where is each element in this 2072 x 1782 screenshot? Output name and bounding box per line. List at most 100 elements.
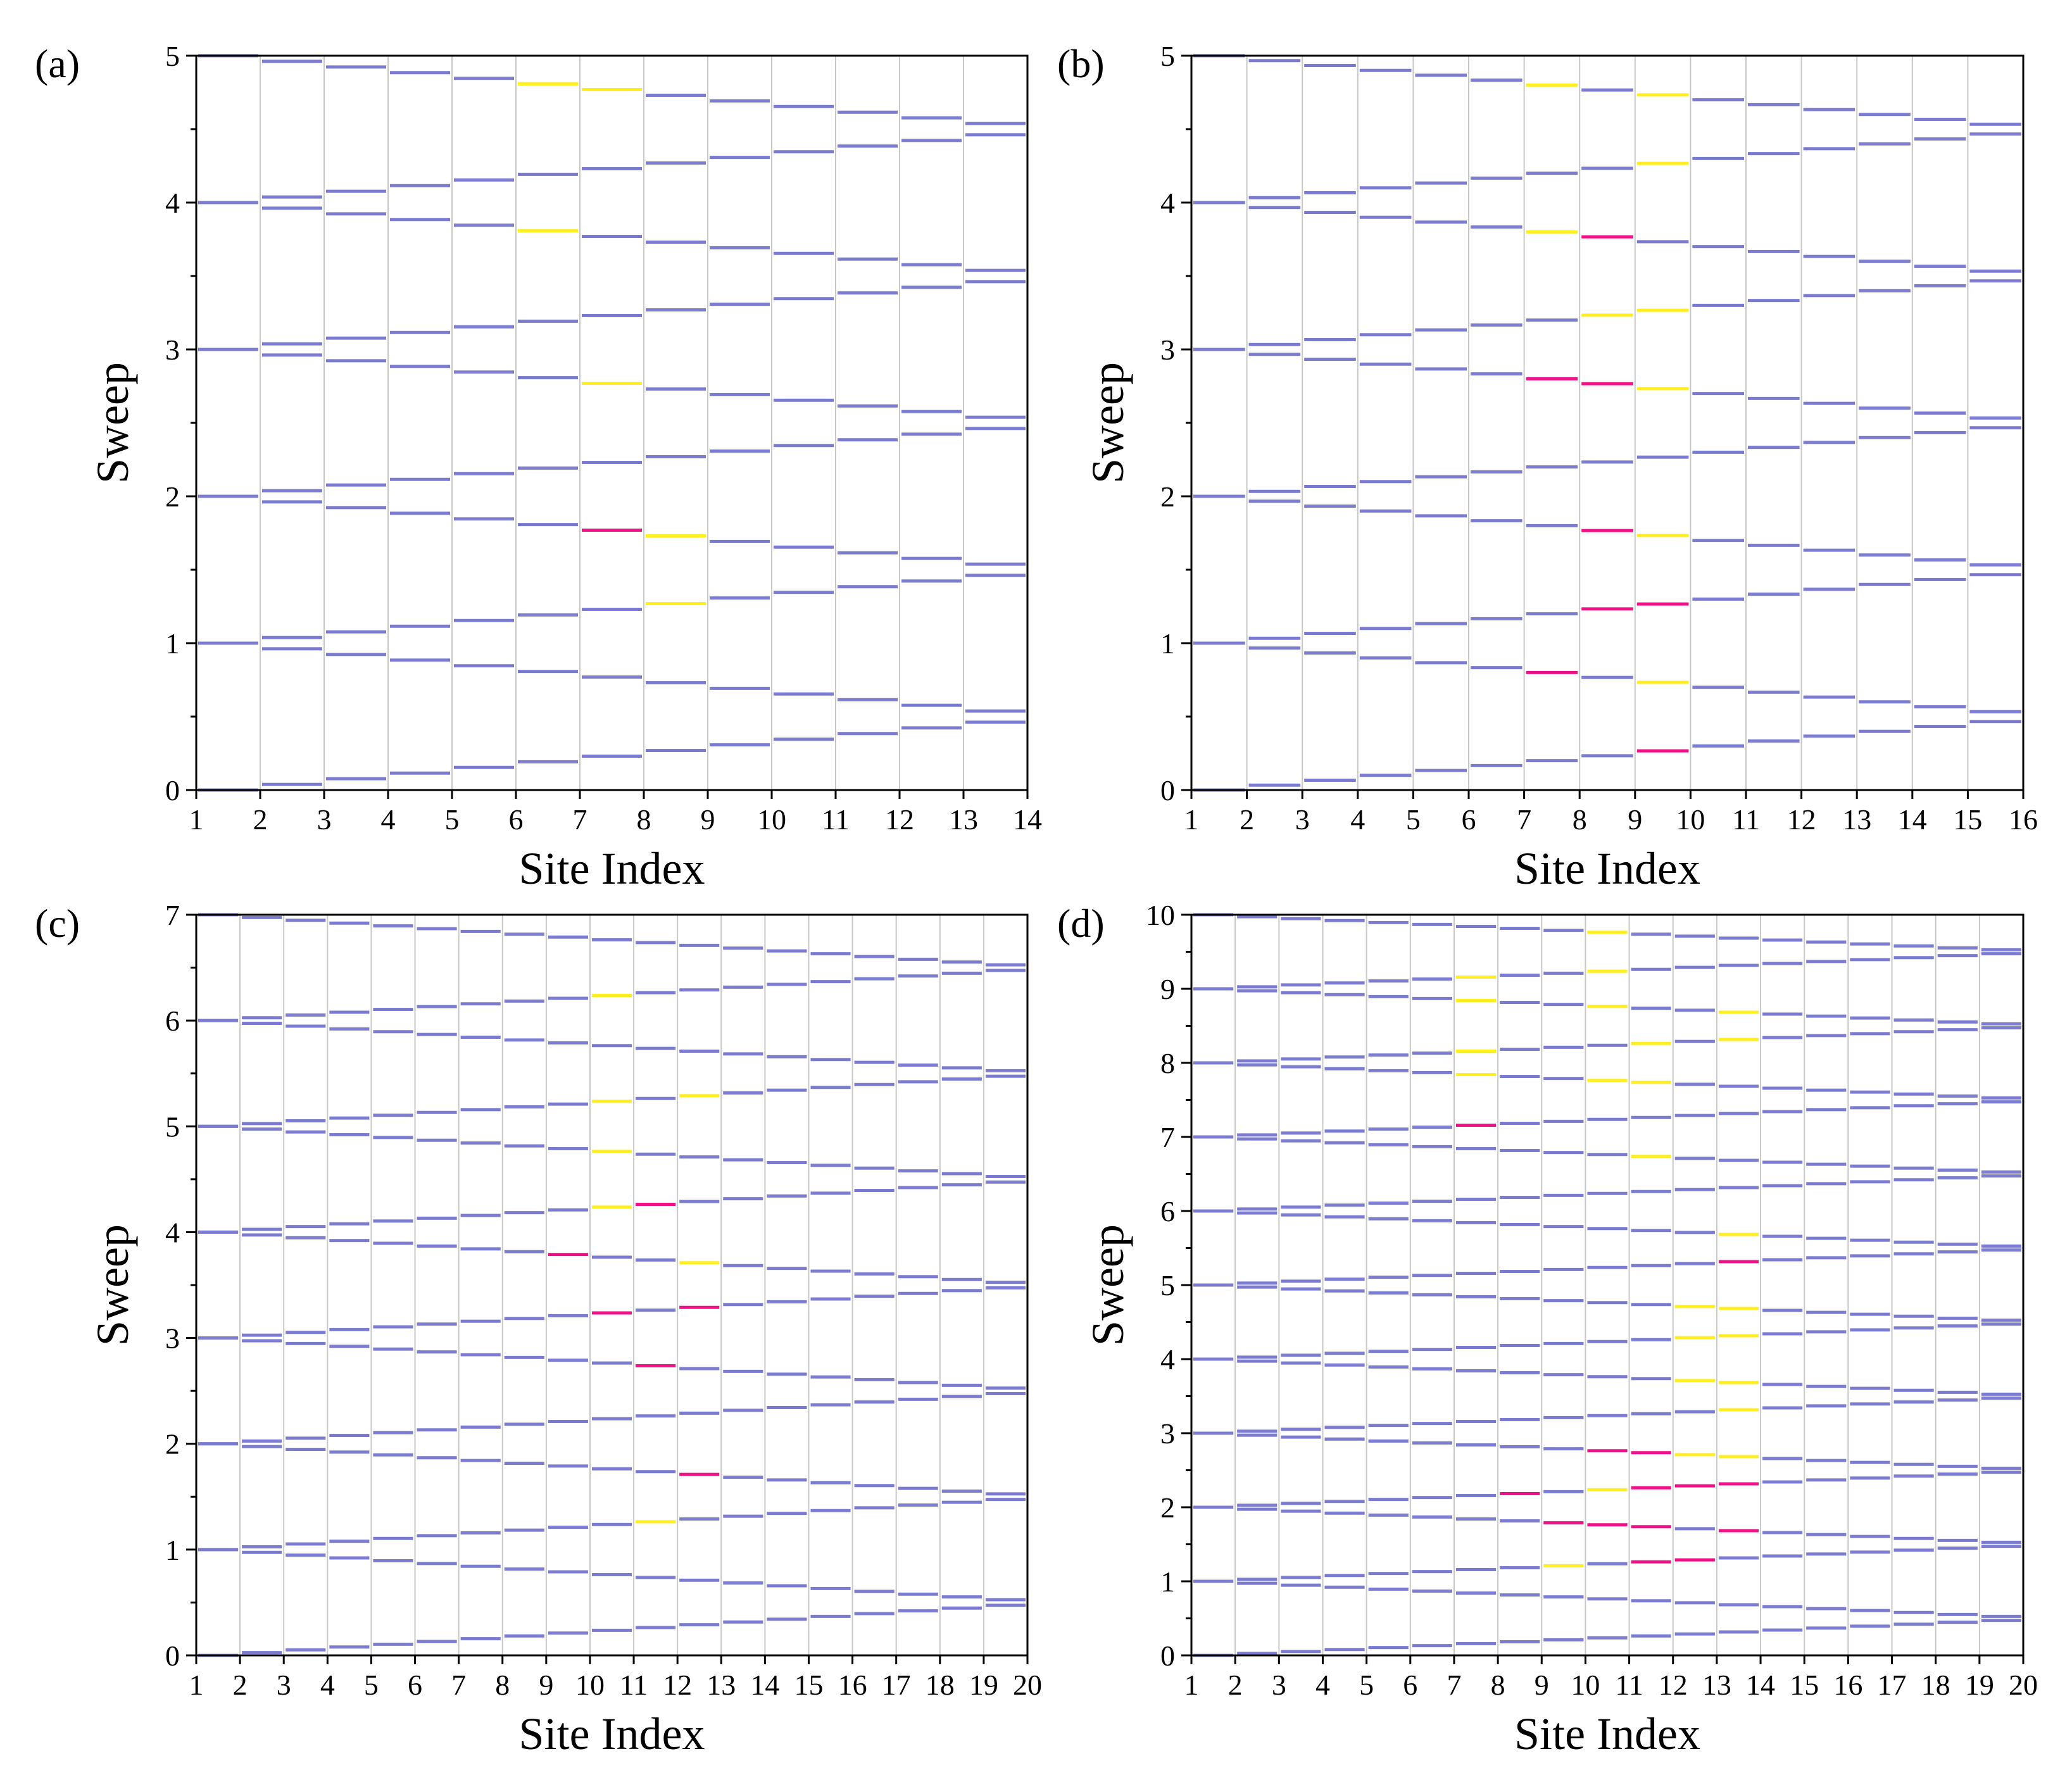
panel-label: (b)	[1057, 41, 1105, 86]
x-tick-label: 1	[189, 1669, 204, 1701]
x-tick-label: 4	[1315, 1669, 1330, 1701]
y-tick-label: 3	[1160, 1417, 1175, 1450]
x-tick-label: 18	[926, 1669, 955, 1701]
x-tick-label: 10	[575, 1669, 605, 1701]
y-axis-label: Sweep	[87, 362, 138, 484]
x-tick-label: 1	[1184, 1669, 1199, 1701]
x-tick-label: 2	[253, 803, 268, 836]
y-tick-label: 7	[165, 899, 180, 931]
x-tick-label: 19	[969, 1669, 998, 1701]
x-tick-label: 3	[317, 803, 332, 836]
x-tick-label: 11	[620, 1669, 648, 1701]
y-tick-label: 1	[1160, 1566, 1175, 1598]
y-tick-label: 9	[1160, 973, 1175, 1005]
y-tick-label: 0	[165, 1640, 180, 1672]
y-tick-label: 5	[165, 40, 180, 72]
x-tick-label: 19	[1965, 1669, 1994, 1701]
x-tick-label: 18	[1921, 1669, 1950, 1701]
x-tick-label: 2	[233, 1669, 248, 1701]
x-tick-label: 15	[1953, 803, 1982, 836]
x-tick-label: 9	[1628, 803, 1642, 836]
y-tick-label: 8	[1160, 1047, 1175, 1079]
y-tick-label: 4	[1160, 187, 1175, 219]
y-tick-label: 0	[165, 774, 180, 806]
x-tick-label: 20	[1013, 1669, 1042, 1701]
x-tick-label: 6	[408, 1669, 422, 1701]
panel-label: (d)	[1057, 901, 1105, 946]
x-tick-label: 6	[1403, 1669, 1417, 1701]
y-tick-label: 3	[1160, 334, 1175, 366]
x-tick-label: 10	[1571, 1669, 1600, 1701]
x-tick-label: 15	[794, 1669, 823, 1701]
x-tick-label: 8	[495, 1669, 510, 1701]
x-tick-label: 2	[1240, 803, 1254, 836]
y-tick-label: 5	[1160, 40, 1175, 72]
y-tick-label: 2	[1160, 480, 1175, 513]
panel-label: (a)	[35, 41, 80, 86]
x-tick-label: 5	[364, 1669, 379, 1701]
x-tick-label: 7	[451, 1669, 466, 1701]
x-tick-label: 8	[1491, 1669, 1505, 1701]
x-tick-label: 11	[1732, 803, 1760, 836]
x-tick-label: 6	[509, 803, 524, 836]
y-axis-label: Sweep	[1083, 362, 1133, 484]
x-tick-label: 4	[320, 1669, 335, 1701]
x-tick-label: 20	[2009, 1669, 2038, 1701]
x-tick-label: 1	[189, 803, 204, 836]
x-tick-label: 12	[1659, 1669, 1688, 1701]
plot-frame	[195, 54, 1029, 791]
x-tick-label: 13	[1702, 1669, 1731, 1701]
x-tick-label: 16	[838, 1669, 867, 1701]
x-tick-label: 1	[1184, 803, 1199, 836]
x-tick-label: 4	[1350, 803, 1365, 836]
y-tick-label: 2	[165, 480, 180, 513]
y-tick-label: 2	[1160, 1491, 1175, 1524]
x-tick-label: 17	[882, 1669, 911, 1701]
y-tick-label: 5	[165, 1110, 180, 1143]
x-tick-label: 9	[1535, 1669, 1549, 1701]
y-tick-label: 1	[165, 627, 180, 660]
x-tick-label: 2	[1228, 1669, 1243, 1701]
x-axis-label: Site Index	[519, 1709, 705, 1759]
y-tick-label: 4	[1160, 1343, 1175, 1376]
x-tick-label: 16	[2009, 803, 2038, 836]
x-tick-label: 9	[539, 1669, 553, 1701]
y-tick-label: 0	[1160, 774, 1175, 806]
x-tick-label: 14	[1746, 1669, 1775, 1701]
y-tick-label: 4	[165, 1216, 180, 1248]
y-tick-label: 6	[165, 1005, 180, 1037]
x-tick-label: 7	[1517, 803, 1531, 836]
y-tick-label: 10	[1146, 899, 1175, 931]
x-axis-label: Site Index	[1514, 843, 1700, 894]
x-tick-label: 7	[573, 803, 587, 836]
y-tick-label: 6	[1160, 1195, 1175, 1227]
x-tick-label: 17	[1878, 1669, 1907, 1701]
x-tick-label: 3	[277, 1669, 291, 1701]
y-tick-label: 1	[1160, 627, 1175, 660]
y-tick-label: 0	[1160, 1640, 1175, 1672]
x-tick-label: 16	[1833, 1669, 1862, 1701]
x-tick-label: 12	[1787, 803, 1816, 836]
x-tick-label: 14	[750, 1669, 779, 1701]
y-axis-label: Sweep	[87, 1224, 138, 1346]
x-axis-label: Site Index	[1514, 1709, 1700, 1759]
x-tick-label: 13	[706, 1669, 736, 1701]
y-tick-label: 2	[165, 1428, 180, 1460]
x-tick-label: 5	[1359, 1669, 1374, 1701]
panel-label: (c)	[35, 901, 80, 946]
y-axis-label: Sweep	[1083, 1224, 1133, 1346]
y-tick-label: 7	[1160, 1121, 1175, 1153]
plot-frame	[1190, 913, 2025, 1657]
y-tick-label: 1	[165, 1534, 180, 1566]
x-tick-label: 8	[637, 803, 651, 836]
x-tick-label: 4	[381, 803, 396, 836]
x-tick-label: 10	[1676, 803, 1705, 836]
x-tick-label: 5	[1406, 803, 1421, 836]
y-tick-label: 3	[165, 334, 180, 366]
plot-frame	[1190, 54, 2025, 791]
x-tick-label: 11	[1615, 1669, 1643, 1701]
x-tick-label: 3	[1295, 803, 1310, 836]
